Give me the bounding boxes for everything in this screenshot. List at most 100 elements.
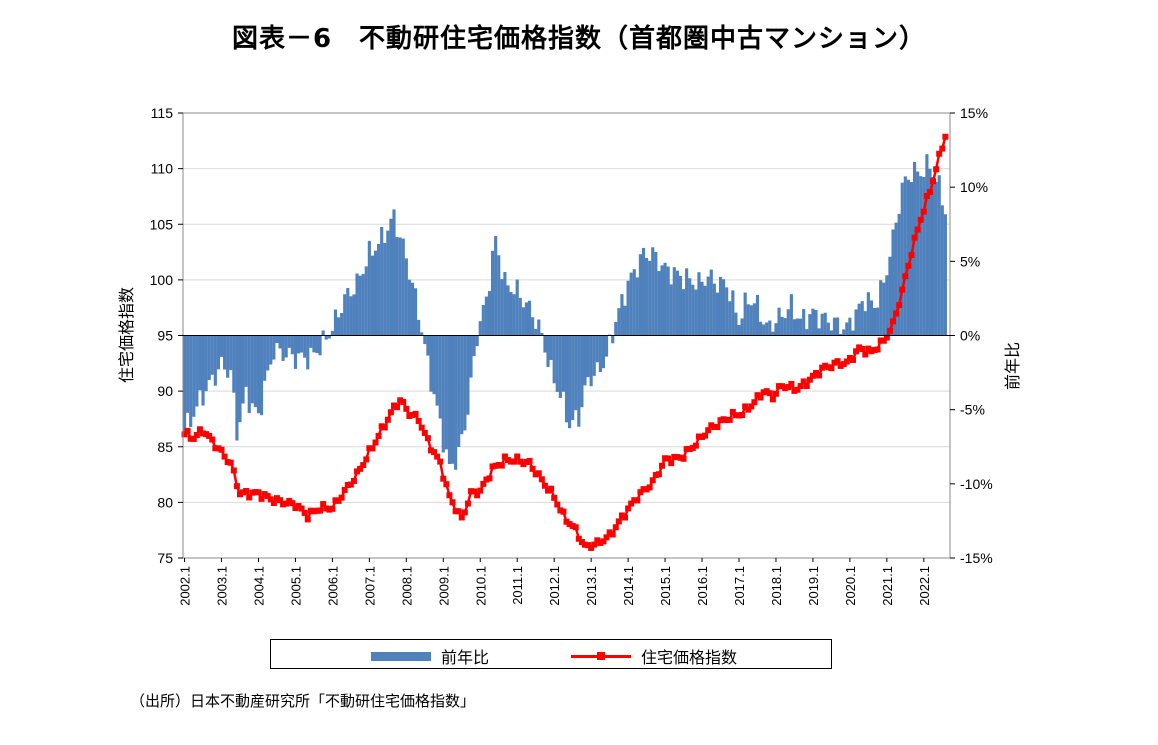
- price-index-marker: [640, 486, 647, 493]
- x-tick-label: 2016.1: [695, 566, 710, 606]
- price-index-marker: [658, 462, 665, 469]
- price-index-marker: [471, 488, 478, 495]
- price-index-marker: [307, 507, 314, 514]
- price-index-marker: [942, 133, 949, 140]
- bar: [383, 242, 387, 336]
- bar: [207, 335, 211, 380]
- bar: [762, 324, 766, 336]
- bar: [703, 285, 707, 336]
- bar: [731, 290, 735, 336]
- bar: [213, 335, 217, 386]
- bar: [709, 269, 713, 336]
- bar: [802, 309, 806, 336]
- price-index-marker: [865, 345, 872, 352]
- price-index-marker: [378, 423, 385, 430]
- price-index-marker: [258, 495, 265, 502]
- bar: [592, 335, 596, 376]
- price-index-marker: [421, 429, 428, 436]
- bar: [318, 335, 322, 356]
- y-left-tick-label: 80: [157, 494, 173, 510]
- y-left-tick-label: 75: [157, 550, 173, 566]
- x-tick-label: 2019.1: [806, 566, 821, 606]
- legend-line-swatch: [571, 650, 631, 662]
- price-index-marker: [714, 424, 721, 431]
- bar: [201, 335, 205, 406]
- bar: [204, 335, 208, 392]
- bar: [263, 335, 267, 381]
- price-index-marker: [357, 465, 364, 472]
- price-index-marker: [745, 406, 752, 413]
- bar: [913, 161, 917, 336]
- price-index-marker: [757, 394, 764, 401]
- price-index-marker: [354, 468, 361, 475]
- bar: [805, 329, 809, 336]
- bar: [577, 335, 581, 427]
- price-index-marker: [517, 458, 524, 465]
- bar: [820, 313, 824, 336]
- line-series: [181, 133, 949, 551]
- bar: [922, 176, 926, 336]
- y-left-tick-label: 85: [157, 439, 173, 455]
- price-index-marker: [911, 234, 918, 241]
- price-index-marker: [628, 500, 635, 507]
- price-index-marker: [705, 427, 712, 434]
- price-index-marker: [803, 383, 810, 390]
- price-index-marker: [859, 345, 866, 352]
- bar: [518, 297, 522, 336]
- price-index-marker: [329, 505, 336, 512]
- bar: [734, 312, 738, 336]
- bar: [469, 335, 473, 378]
- legend-bar-swatch: [371, 651, 431, 661]
- bar: [229, 335, 233, 371]
- price-index-marker: [369, 445, 376, 452]
- price-index-marker: [689, 444, 696, 451]
- bar: [614, 321, 618, 336]
- price-index-marker: [243, 487, 250, 494]
- price-index-marker: [227, 459, 234, 466]
- price-index-marker: [394, 404, 401, 411]
- price-index-marker: [193, 432, 200, 439]
- price-index-marker: [563, 518, 570, 525]
- price-index-marker: [427, 447, 434, 454]
- bar: [540, 332, 544, 336]
- price-index-marker: [788, 380, 795, 387]
- bar: [771, 331, 775, 336]
- bar: [860, 301, 864, 336]
- bar: [343, 294, 347, 336]
- price-index-marker: [702, 432, 709, 439]
- bar: [340, 312, 344, 336]
- price-index-marker: [772, 390, 779, 397]
- bar: [534, 328, 538, 336]
- price-index-marker: [320, 501, 327, 508]
- price-index-marker: [652, 472, 659, 479]
- bar: [358, 275, 362, 336]
- bar: [463, 335, 467, 431]
- bar: [521, 307, 525, 336]
- price-index-marker: [326, 506, 333, 513]
- bar: [795, 318, 800, 336]
- price-index-marker: [683, 446, 690, 453]
- bar: [931, 177, 935, 336]
- price-index-marker: [418, 424, 425, 431]
- price-index-marker: [224, 459, 231, 466]
- price-index-marker: [569, 522, 576, 529]
- price-index-marker: [317, 507, 324, 514]
- price-index-marker: [896, 302, 903, 309]
- bar: [925, 154, 929, 336]
- price-index-marker: [341, 486, 348, 493]
- bar: [293, 335, 298, 369]
- bar: [441, 335, 445, 453]
- price-index-marker: [511, 458, 518, 465]
- bar: [660, 265, 664, 336]
- bar: [435, 335, 439, 406]
- bar: [272, 335, 276, 360]
- price-index-marker: [545, 487, 552, 494]
- tick-labels: 115 110 105 100 95 90 85 80 75 15% 10% 5% 0% -5% -10% -…: [150, 105, 993, 606]
- price-index-marker: [754, 392, 761, 399]
- bar: [768, 320, 772, 336]
- price-index-marker: [732, 412, 739, 419]
- bar: [223, 335, 227, 370]
- bar: [780, 316, 784, 336]
- bar: [691, 284, 695, 336]
- x-tick-label: 2014.1: [621, 566, 636, 606]
